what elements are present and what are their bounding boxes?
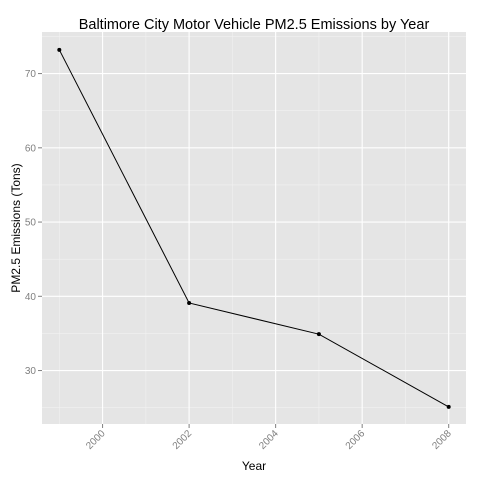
series-line xyxy=(58,49,449,408)
y-tick-label: 30 xyxy=(25,366,37,377)
y-tick-label: 50 xyxy=(25,218,37,229)
data-point xyxy=(316,332,321,337)
x-axis-title: Year xyxy=(242,459,266,473)
y-axis-title: PM2.5 Emissions (Tons) xyxy=(9,163,23,292)
y-tick-label: 60 xyxy=(25,143,37,154)
plot-panel xyxy=(42,32,466,424)
data-point xyxy=(187,300,192,305)
chart-title: Baltimore City Motor Vehicle PM2.5 Emiss… xyxy=(79,17,430,33)
y-tick-label: 70 xyxy=(25,69,37,80)
y-tick-label: 40 xyxy=(25,292,37,303)
data-point xyxy=(57,47,62,52)
data-point xyxy=(446,404,451,409)
data-series xyxy=(57,47,451,409)
